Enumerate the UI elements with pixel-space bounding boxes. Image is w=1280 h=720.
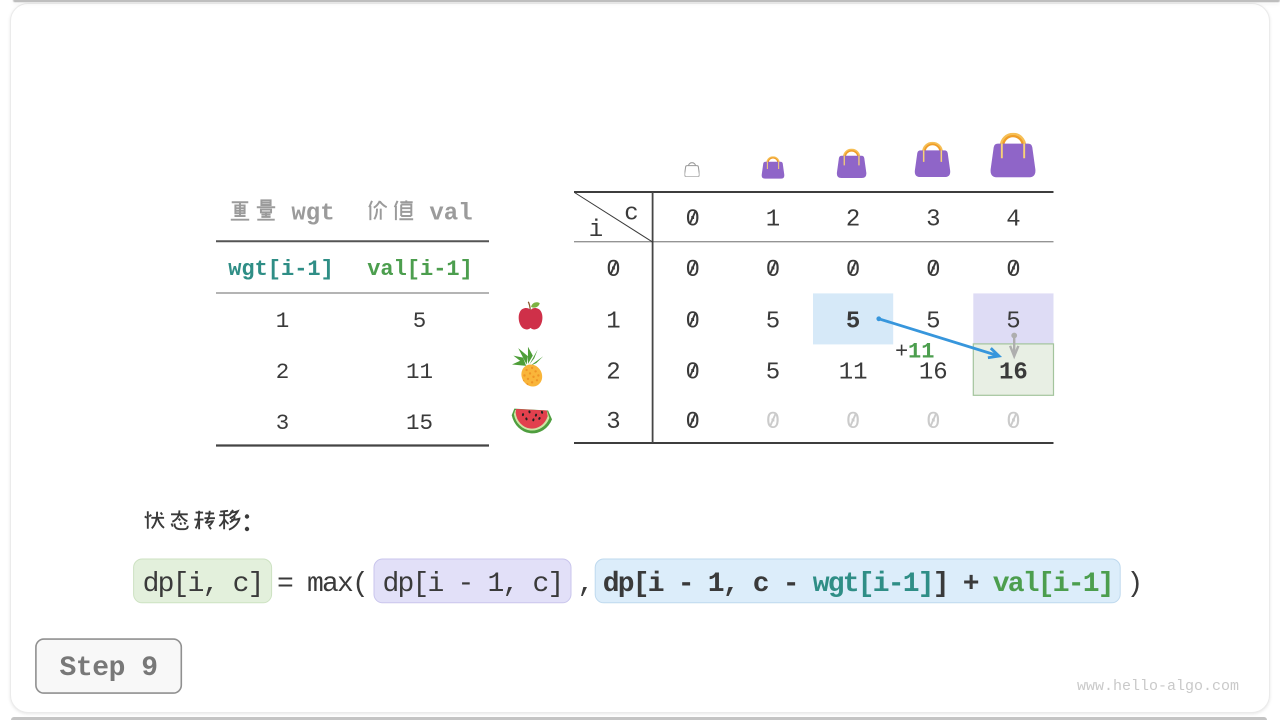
svg-text:+: +: [895, 340, 908, 365]
svg-text:dp[i - 1, c - wgt[i-1]] + val[: dp[i - 1, c - wgt[i-1]] + val[i-1]: [603, 569, 1113, 600]
svg-text:0: 0: [685, 308, 699, 335]
svg-text:0: 0: [685, 359, 699, 386]
svg-text:wgt[i-1]: wgt[i-1]: [228, 257, 334, 282]
svg-text:0: 0: [766, 409, 780, 436]
svg-text:= max(: = max(: [277, 569, 367, 600]
svg-text:5: 5: [1006, 308, 1020, 335]
svg-text:4: 4: [1006, 206, 1020, 233]
svg-text:2: 2: [276, 359, 290, 385]
svg-text:5: 5: [766, 359, 780, 386]
svg-text:dp[i - 1, c]: dp[i - 1, c]: [383, 569, 563, 600]
svg-text:11: 11: [406, 359, 433, 385]
svg-text:0: 0: [846, 409, 860, 436]
svg-text:2: 2: [846, 206, 860, 233]
svg-text:0: 0: [685, 409, 699, 436]
svg-text:5: 5: [846, 308, 860, 335]
svg-text:5: 5: [413, 308, 427, 334]
svg-text:0: 0: [685, 206, 699, 233]
svg-text:,: ,: [578, 569, 593, 600]
svg-text:2: 2: [606, 359, 620, 386]
svg-text:c: c: [624, 201, 638, 228]
svg-text:3: 3: [276, 410, 290, 436]
svg-text:0: 0: [846, 257, 860, 284]
svg-text:3: 3: [926, 206, 940, 233]
svg-text:11: 11: [839, 359, 868, 386]
svg-text:1: 1: [606, 308, 620, 335]
svg-text:Step 9: Step 9: [60, 653, 158, 684]
svg-text:15: 15: [406, 410, 433, 436]
svg-text:val[i-1]: val[i-1]: [367, 257, 473, 282]
svg-text:16: 16: [919, 359, 948, 386]
svg-text:5: 5: [926, 308, 940, 335]
svg-text:val: val: [429, 201, 472, 228]
svg-text:0: 0: [766, 257, 780, 284]
svg-text:www.hello-algo.com: www.hello-algo.com: [1077, 678, 1239, 695]
svg-text:3: 3: [606, 409, 620, 436]
svg-text:wgt: wgt: [291, 201, 334, 228]
svg-text:dp[i, c]: dp[i, c]: [143, 569, 263, 600]
svg-text:11: 11: [908, 340, 934, 365]
svg-text:0: 0: [685, 257, 699, 284]
svg-text:0: 0: [926, 409, 940, 436]
svg-text:0: 0: [1006, 409, 1020, 436]
svg-text:1: 1: [766, 206, 780, 233]
svg-text:0: 0: [926, 257, 940, 284]
svg-text:i: i: [589, 217, 603, 244]
svg-text:): ): [1127, 569, 1142, 600]
svg-text:1: 1: [276, 308, 290, 334]
svg-text:16: 16: [999, 359, 1028, 386]
svg-text:0: 0: [1006, 257, 1020, 284]
svg-text:5: 5: [766, 308, 780, 335]
svg-text:0: 0: [606, 257, 620, 284]
